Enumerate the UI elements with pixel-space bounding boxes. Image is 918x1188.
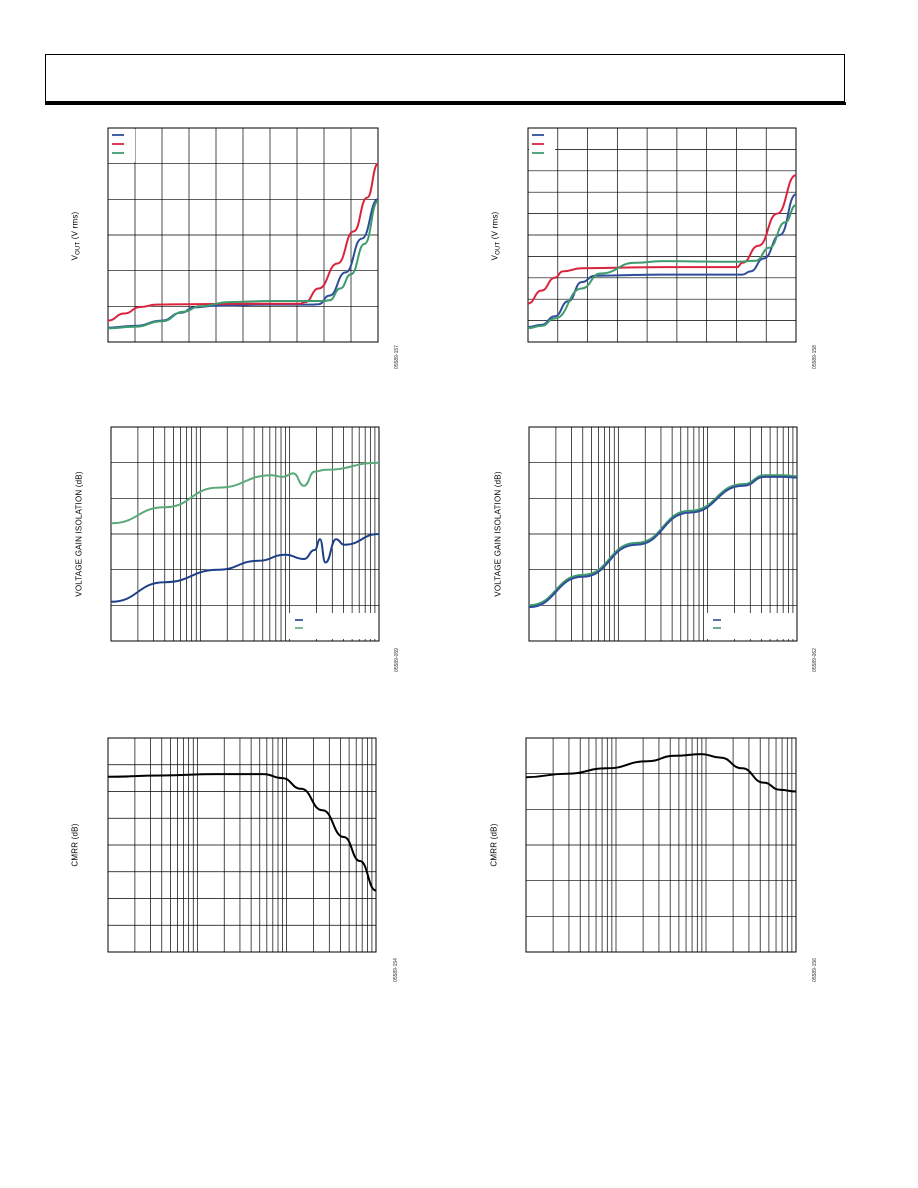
chart3-ylabel: VOLTAGE GAIN ISOLATION (dB) bbox=[74, 471, 84, 597]
series-line-2 bbox=[527, 204, 797, 330]
plot-frame bbox=[525, 737, 797, 953]
page-header-box bbox=[45, 54, 845, 102]
chart2-figure-code: 05589-158 bbox=[812, 345, 818, 369]
plot-frame bbox=[528, 426, 798, 642]
chart2-ylabel: VOUT (V rms) bbox=[490, 211, 502, 261]
legend-box bbox=[707, 613, 795, 639]
vout-chart-2 bbox=[527, 127, 797, 343]
chart5-figure-code: 05589-154 bbox=[393, 958, 399, 982]
legend-box bbox=[289, 613, 377, 639]
legend-box bbox=[109, 129, 135, 162]
vout-chart-1 bbox=[107, 127, 379, 343]
chart1-ylabel: VOUT (V rms) bbox=[70, 211, 82, 261]
plot-frame bbox=[527, 127, 797, 343]
chart5-ylabel: CMRR (dB) bbox=[70, 823, 80, 867]
isolation-chart-1 bbox=[110, 426, 380, 642]
chart6-figure-code: 05589-156 bbox=[812, 958, 818, 982]
legend-box bbox=[529, 129, 555, 162]
chart1-figure-code: 05589-157 bbox=[394, 345, 400, 369]
series-line-0 bbox=[527, 193, 797, 328]
series-line-1 bbox=[110, 533, 380, 603]
chart4-ylabel: VOLTAGE GAIN ISOLATION (dB) bbox=[493, 471, 503, 597]
chart4-figure-code: 05589-062 bbox=[812, 648, 818, 672]
series-line-0 bbox=[110, 461, 380, 525]
isolation-chart-2 bbox=[528, 426, 798, 642]
series-line-1 bbox=[527, 174, 797, 305]
series-line-2 bbox=[107, 200, 379, 330]
chart6-ylabel: CMRR (dB) bbox=[489, 823, 499, 867]
chart3-figure-code: 05589-059 bbox=[394, 648, 400, 672]
series-line-0 bbox=[528, 474, 798, 607]
series-line-0 bbox=[525, 753, 797, 793]
plot-frame bbox=[107, 737, 377, 953]
cmrr-chart-2 bbox=[525, 737, 797, 953]
series-line-1 bbox=[107, 162, 379, 322]
plot-frame bbox=[107, 127, 379, 343]
header-rule bbox=[45, 102, 846, 105]
series-line-0 bbox=[107, 773, 377, 892]
cmrr-chart-1 bbox=[107, 737, 377, 953]
series-line-1 bbox=[528, 475, 798, 609]
